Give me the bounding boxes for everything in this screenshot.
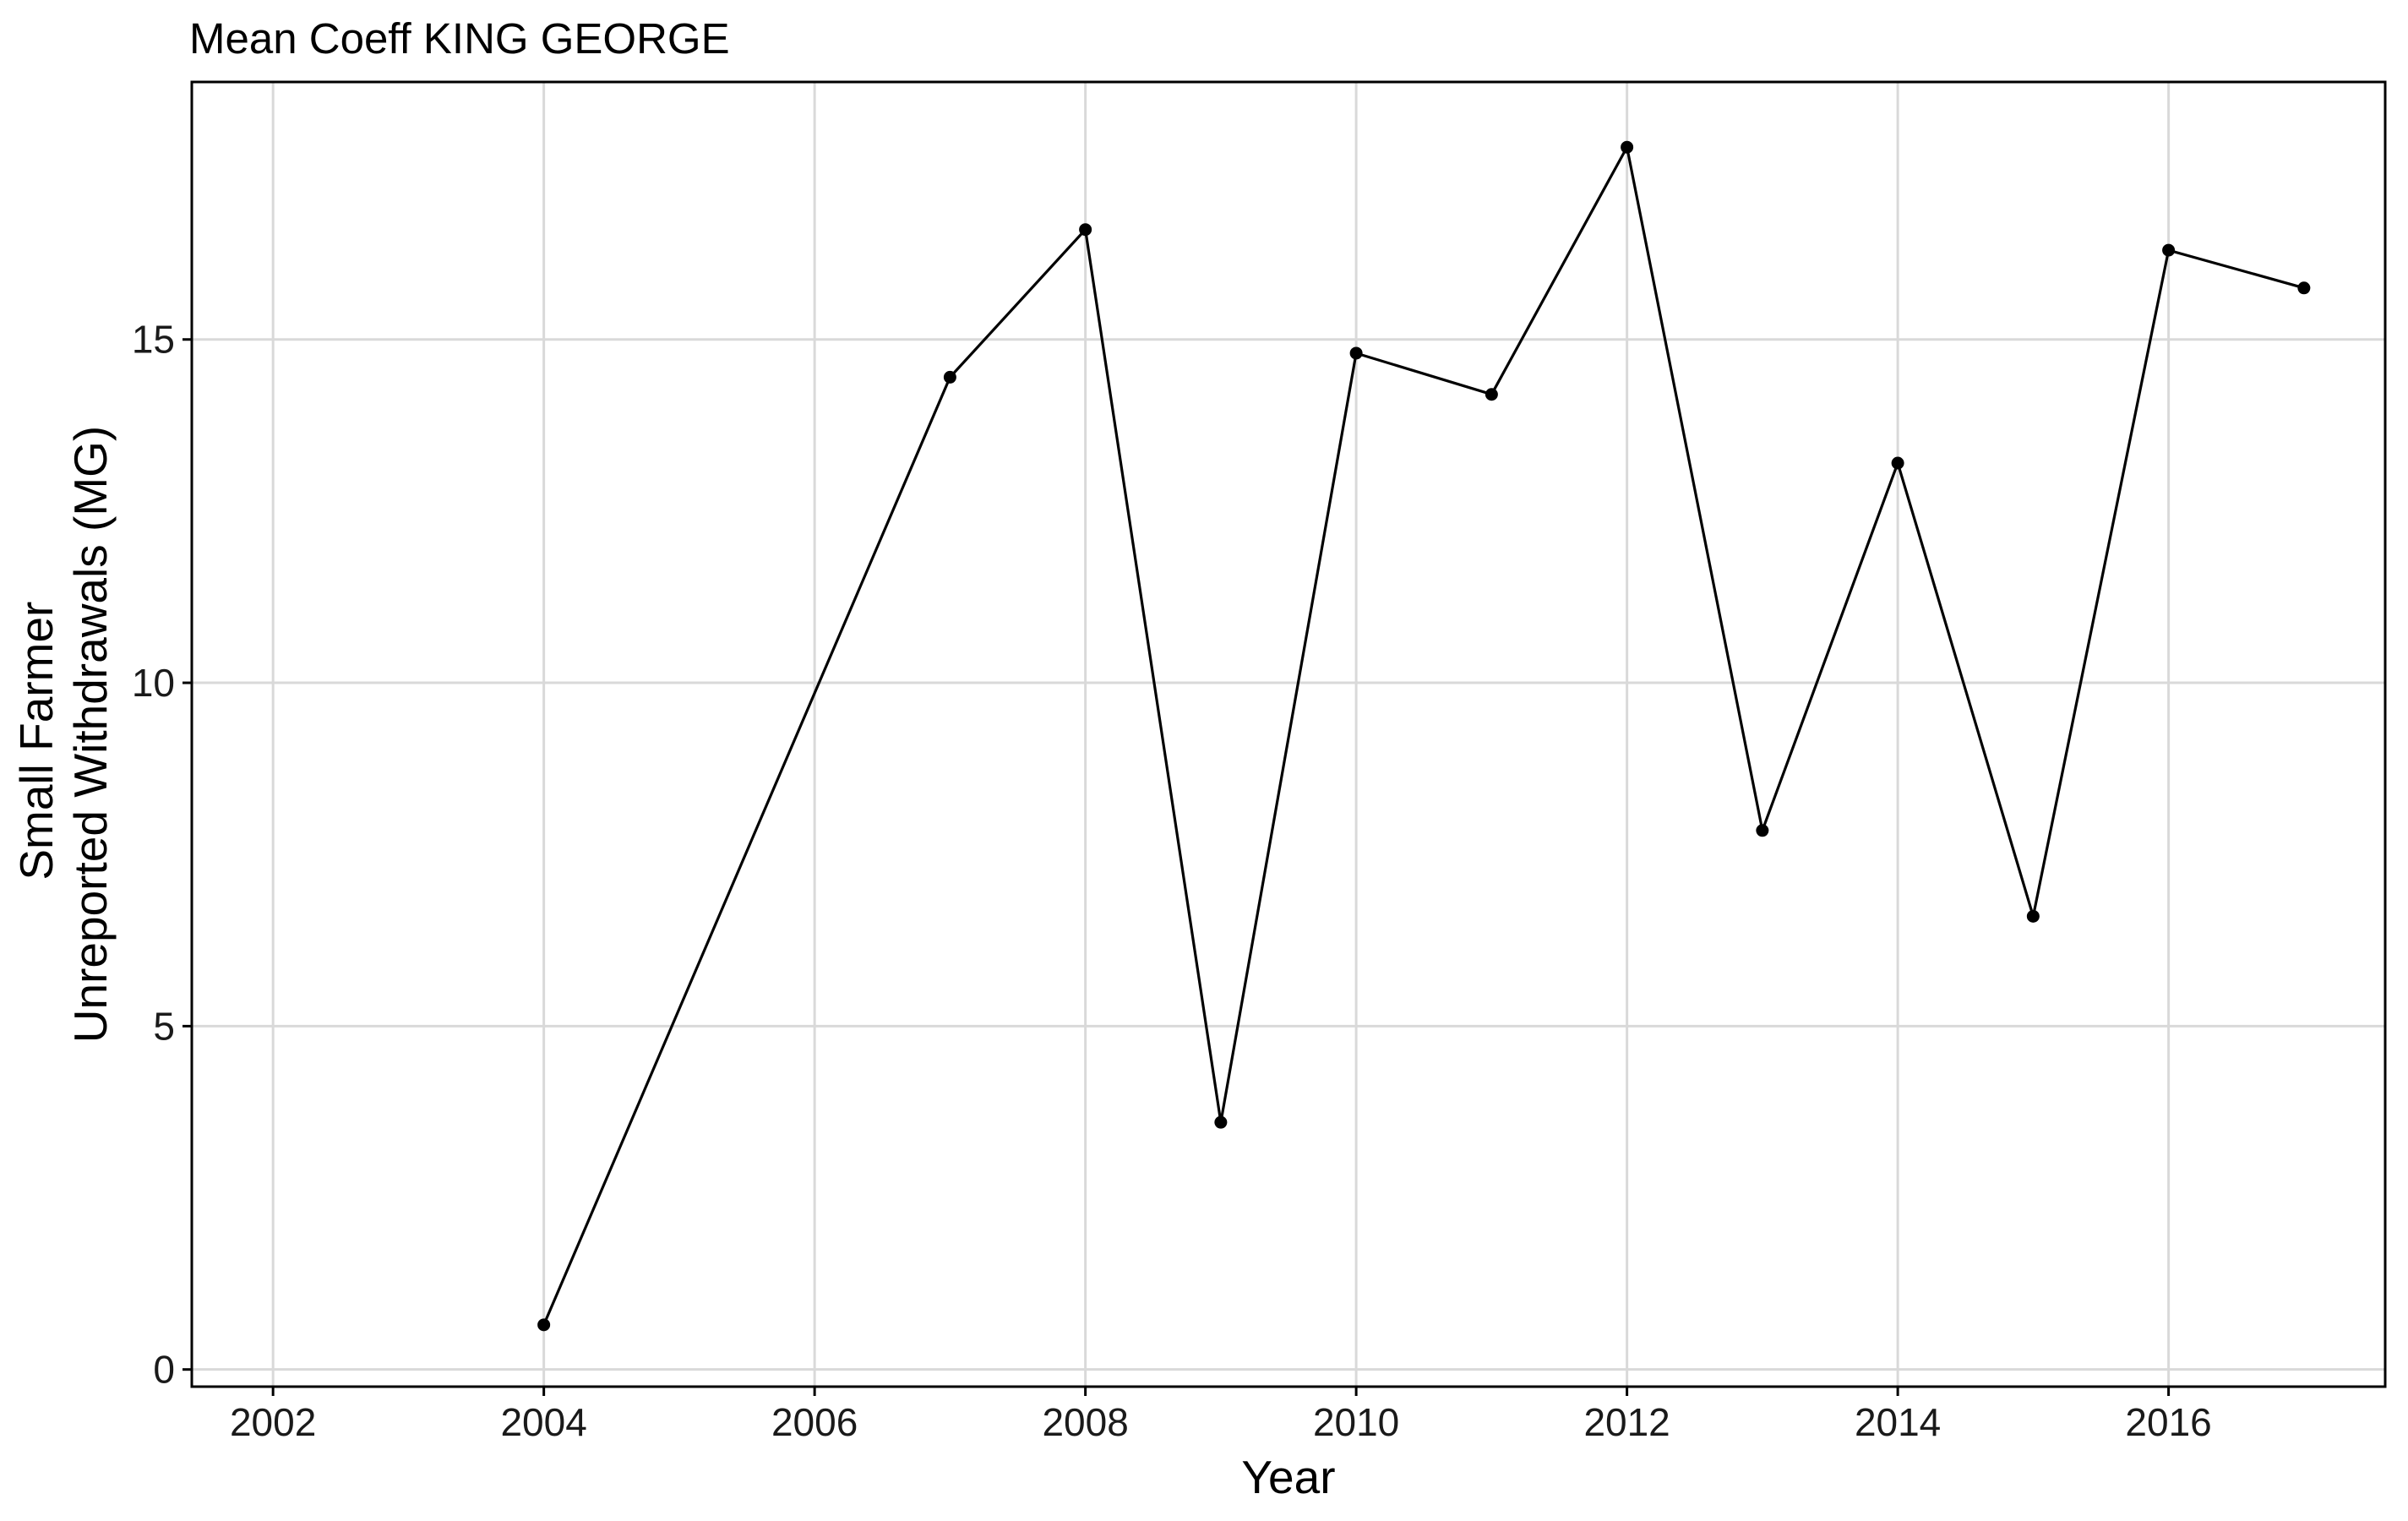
data-point (1621, 140, 1634, 154)
data-point (2297, 281, 2311, 295)
data-points (537, 140, 2311, 1332)
x-tick-label: 2006 (771, 1400, 858, 1444)
x-tick-label: 2016 (2125, 1400, 2211, 1444)
plot-frame (190, 80, 2387, 1388)
chart-title: Mean Coeff KING GEORGE (189, 14, 730, 63)
x-tick-label: 2014 (1855, 1400, 1941, 1444)
series-line (542, 143, 2305, 1326)
data-point (1485, 388, 1498, 401)
data-point (943, 370, 956, 384)
data-point (1349, 346, 1363, 360)
x-tick-label: 2010 (1313, 1400, 1399, 1444)
data-point (1079, 223, 1092, 237)
y-tick-label: 15 (132, 318, 175, 362)
x-tick-label: 2004 (500, 1400, 586, 1444)
y-axis-title: Small Farmer Unreported Withdrawals (MG) (10, 426, 117, 1043)
data-point (1891, 456, 1904, 470)
grid-lines (192, 82, 2385, 1387)
x-axis: 2002 2004 2006 2008 2010 2012 2014 2016 (230, 1387, 2212, 1444)
x-tick-label: 2008 (1042, 1400, 1128, 1444)
y-tick-label: 0 (153, 1348, 175, 1392)
y-axis-title-line-1: Small Farmer (10, 602, 63, 880)
data-point (2026, 909, 2040, 923)
y-tick-label: 5 (153, 1004, 175, 1048)
y-axis: 0 5 10 15 (132, 318, 192, 1392)
data-point (1214, 1115, 1228, 1129)
data-point (1756, 824, 1769, 837)
y-tick-label: 10 (132, 661, 175, 705)
y-axis-title-line-2: Unreported Withdrawals (MG) (64, 426, 117, 1043)
series-line-layer (542, 143, 2305, 1326)
x-tick-label: 2002 (230, 1400, 316, 1444)
data-point (2162, 243, 2176, 257)
x-tick-label: 2012 (1583, 1400, 1670, 1444)
x-axis-title: Year (1241, 1451, 1335, 1503)
data-point (537, 1318, 551, 1332)
